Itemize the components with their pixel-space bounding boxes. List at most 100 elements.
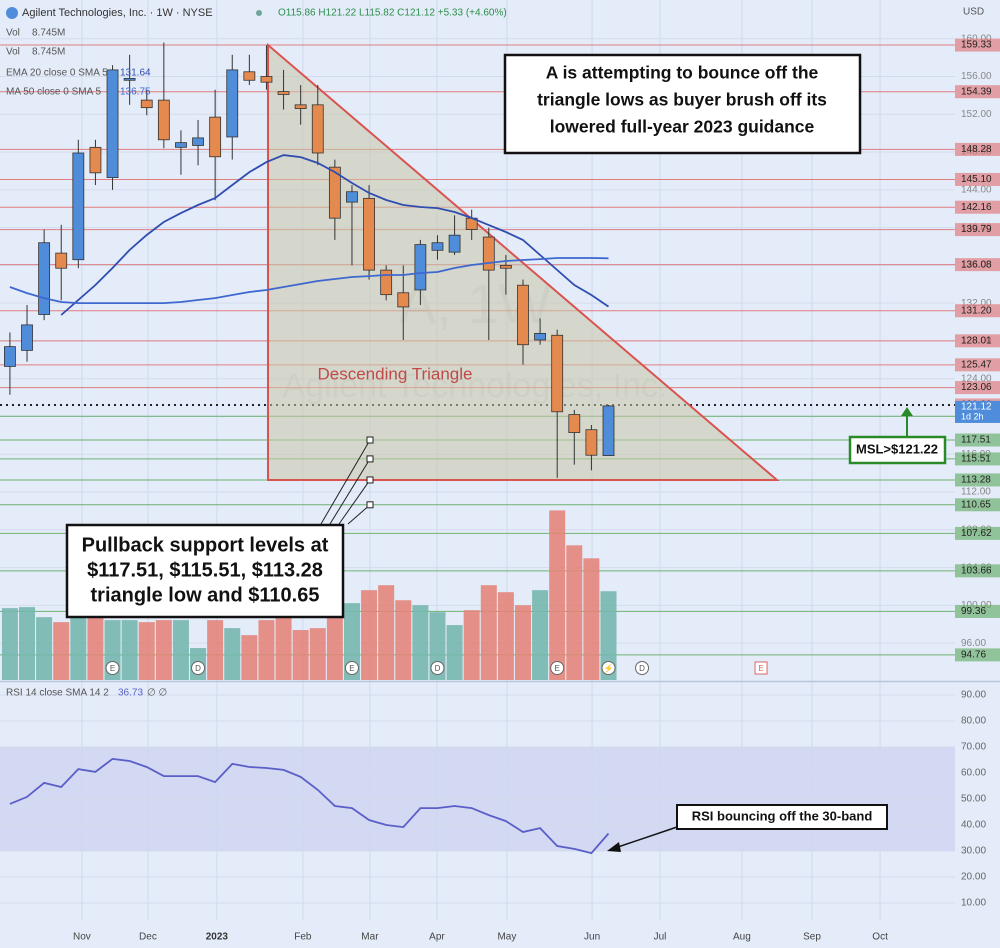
price-countdown: 1d 2h [961,411,984,421]
event-label: D [435,664,441,673]
volume-bar [87,605,104,680]
level-label: 125.47 [961,359,992,370]
level-box [955,526,1000,540]
triangle-layer: Descending Triangle [266,42,780,481]
price-layer [4,42,615,478]
level-marker [366,455,374,463]
candle-body [21,324,33,351]
candle-body [482,236,495,271]
volume-bar [155,620,172,680]
rsi-arrowhead [607,842,621,852]
connector [347,504,371,525]
volume-bar [121,620,138,680]
volume-bar [138,622,155,680]
status-dot [256,10,262,16]
level-marker [366,501,374,509]
level-box [955,142,1000,156]
event-icon [105,661,120,675]
price-label: 121.12 [961,402,992,413]
x-tick-label: Jul [654,932,667,943]
y-tick-label: 10.00 [961,898,986,909]
volume-bar [19,607,36,680]
volume-bar [378,585,395,680]
x-tick-label: May [497,932,516,943]
volume-bar [241,635,258,680]
candle-body [226,69,239,138]
note-text: RSI bouncing off the 30-band [692,808,873,823]
event-icon [601,661,616,675]
candle-body [602,405,615,456]
candle-body [89,146,102,174]
candle-body [328,166,341,219]
level-box [955,304,1000,318]
x-tick-label: Mar [361,932,379,943]
volume-bar [583,558,600,680]
level-box [955,604,1000,618]
event-label: D [195,664,201,673]
x-tick-label: Dec [139,932,157,943]
volume-bar [412,605,429,680]
candle-body [72,152,85,261]
volume-bar [275,608,292,680]
volume-bar [395,600,412,680]
level-marker [366,476,374,484]
volume-layer [1,510,617,680]
level-box [955,85,1000,99]
y-tick-label: 132.00 [961,298,992,309]
candle-body [311,104,324,154]
event-icon [635,661,650,675]
level-box [955,223,1000,237]
level-box [955,648,1000,662]
level-label: 136.08 [961,259,992,270]
y-tick-label: 30.00 [961,846,986,857]
y-tick-label: 144.00 [961,184,992,195]
candle-body [260,76,273,83]
annotation-layer: Vol 8.745M Vol 8.745M EMA 20 close 0 SMA 5 13… [6,28,947,852]
volume-bar [480,585,497,680]
rsi-line [9,757,610,855]
rsi-arrow [614,825,681,849]
legend-value: 8.745M [32,28,65,39]
level-label: 103.66 [961,565,992,576]
candle-body [517,284,529,346]
volume-bar [1,608,18,680]
note-box [676,804,888,830]
event-label: E [110,664,115,673]
x-tick-label: Apr [429,932,445,943]
level-label: 117.51 [961,435,991,446]
moving-average [9,257,609,304]
connector [320,439,371,525]
candle-body [106,69,119,178]
level-box [955,498,1000,512]
level-label: 139.79 [961,224,992,235]
volume-bar [566,545,583,680]
volume-bar [532,590,549,680]
candle-body [346,191,358,203]
volume-bar [326,615,343,680]
legend-name: MA 50 close 0 SMA 5 [6,87,101,98]
level-box [955,200,1000,214]
level-label: 94.76 [961,650,986,661]
x-tick-label: Sep [803,932,821,943]
connector [329,458,371,525]
level-label: 115.51 [961,454,991,465]
moving-average [60,154,610,316]
volume-bar [258,620,275,680]
note-text: A is attempting to bounce off the [546,63,819,83]
x-tick-label: 2023 [206,932,229,943]
event-label: D [639,664,645,673]
candle-body [192,137,204,146]
candle-body [414,244,427,291]
legend-value: 136.75 [120,87,151,98]
volume-bar [463,610,480,680]
candle-body [140,99,153,109]
candle-body [123,77,136,81]
x-tick-label: Feb [294,932,312,943]
x-tick-label: Nov [73,932,91,943]
volume-bar [292,630,309,680]
volume-bar [361,590,378,680]
volume-bar [446,625,463,680]
y-tick-label: 112.00 [961,487,991,498]
candle-body [380,269,393,296]
